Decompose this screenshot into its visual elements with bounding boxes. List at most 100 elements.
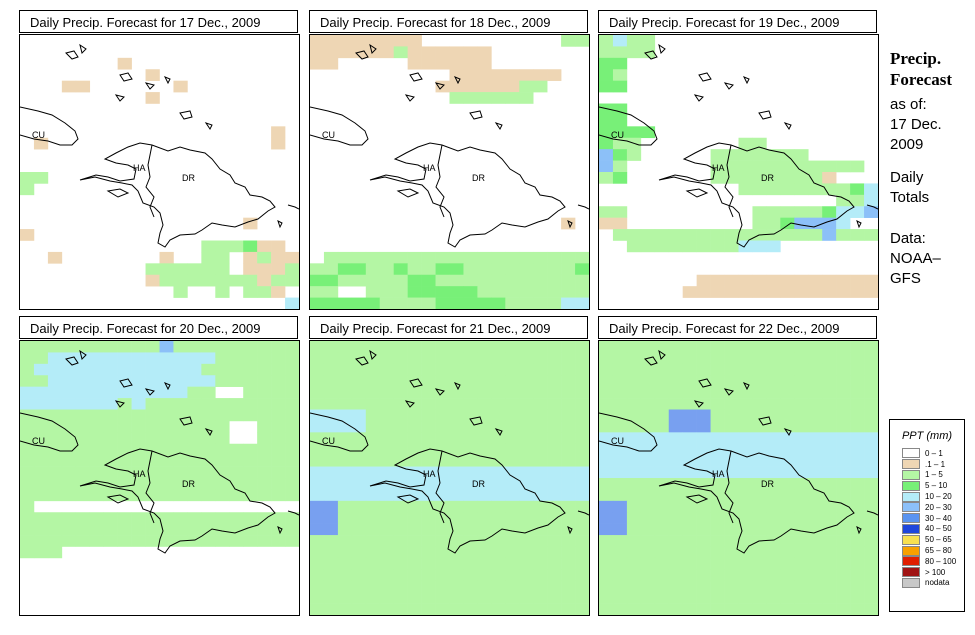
precip-cell <box>561 352 576 365</box>
precip-cell <box>599 455 614 467</box>
precip-cell <box>407 297 422 309</box>
precip-cell <box>323 352 339 365</box>
precip-cell <box>780 229 795 241</box>
precip-cell <box>407 489 422 502</box>
precip-cell <box>724 240 739 253</box>
precip-cell <box>640 455 656 467</box>
precip-cell <box>310 398 325 410</box>
precip-cell <box>533 432 548 445</box>
precip-cell <box>547 466 562 479</box>
legend-label: nodata <box>925 578 950 588</box>
precip-cell <box>519 297 534 309</box>
precip-cell <box>519 580 534 593</box>
precip-cell <box>463 557 478 570</box>
precip-cell <box>243 466 258 479</box>
precip-cell <box>337 592 353 604</box>
precip-cell <box>20 478 35 490</box>
precip-cell <box>393 341 408 353</box>
precip-cell <box>407 455 422 467</box>
precip-cell <box>533 603 548 615</box>
precip-cell <box>365 263 381 276</box>
precip-cell <box>131 455 146 467</box>
precip-cell <box>738 443 753 456</box>
precip-cell <box>365 569 381 582</box>
precip-cell <box>533 500 548 513</box>
precip-cell <box>310 35 325 47</box>
coastline <box>277 526 283 535</box>
precip-cell <box>794 217 809 230</box>
coastline <box>724 450 734 524</box>
precip-cell <box>766 466 781 479</box>
precip-cell <box>533 297 548 309</box>
precip-cell <box>505 455 520 467</box>
precip-cell <box>159 398 174 410</box>
precip-cell <box>271 466 286 479</box>
precip-cell <box>575 363 589 376</box>
precip-cell <box>89 455 104 467</box>
coastline <box>79 448 276 554</box>
precip-cell <box>323 46 339 59</box>
legend-label: 0 – 1 <box>925 448 943 458</box>
precip-cell <box>505 443 520 456</box>
precip-cell <box>310 603 325 615</box>
precip-cell <box>682 489 697 502</box>
precip-cell <box>407 580 422 593</box>
precip-cell <box>323 386 339 399</box>
precip-cell <box>612 512 628 524</box>
precip-cell <box>696 398 711 410</box>
precip-cell <box>668 432 683 445</box>
precip-cell <box>505 512 520 524</box>
legend-label: 40 – 50 <box>925 524 952 534</box>
precip-cell <box>449 592 464 604</box>
precip-cell <box>599 126 614 139</box>
precip-cell <box>710 569 725 582</box>
precip-cell <box>808 603 823 615</box>
precip-cell <box>599 443 614 456</box>
precip-cell <box>491 500 506 513</box>
precip-cell <box>612 592 628 604</box>
precip-cell <box>850 580 865 593</box>
precip-cell <box>61 341 77 353</box>
precip-cell <box>271 523 286 536</box>
precip-cell <box>310 466 325 479</box>
precip-cell <box>117 535 132 547</box>
precip-cell <box>117 443 132 456</box>
precip-cell <box>463 489 478 502</box>
precip-cell <box>850 341 865 353</box>
precip-cell <box>47 251 63 264</box>
precip-cell <box>612 523 628 536</box>
precip-cell <box>599 478 614 490</box>
precip-cell <box>477 500 492 513</box>
precip-cell <box>682 546 697 559</box>
precip-cell <box>836 569 851 582</box>
precip-cell <box>365 500 381 513</box>
coastline <box>658 448 855 554</box>
precip-cell <box>477 57 492 70</box>
precip-cell <box>159 263 174 276</box>
precip-cell <box>575 523 589 536</box>
precip-cell <box>850 194 865 207</box>
precip-cell <box>33 420 49 433</box>
precip-cell <box>640 363 656 376</box>
precip-cell <box>187 386 202 399</box>
precip-cell <box>808 229 823 241</box>
precip-cell <box>519 386 534 399</box>
precip-cell <box>215 286 230 298</box>
precip-cell <box>752 398 767 410</box>
precip-cell <box>599 546 614 559</box>
legend-label: 1 – 5 <box>925 470 943 480</box>
precip-cell <box>33 455 49 467</box>
panel-title: Daily Precip. Forecast for 22 Dec., 2009 <box>598 316 877 339</box>
precip-cell <box>365 557 381 570</box>
precip-cell <box>682 240 697 253</box>
country-label: DR <box>761 479 774 489</box>
precip-cell <box>159 535 174 547</box>
precip-cell <box>752 386 767 399</box>
coastline <box>644 356 658 366</box>
precip-cell <box>864 286 878 298</box>
precip-cell <box>738 352 753 365</box>
precip-cell <box>323 557 339 570</box>
precip-cell <box>285 352 299 365</box>
precip-cell <box>547 409 562 422</box>
precip-cell <box>33 466 49 479</box>
